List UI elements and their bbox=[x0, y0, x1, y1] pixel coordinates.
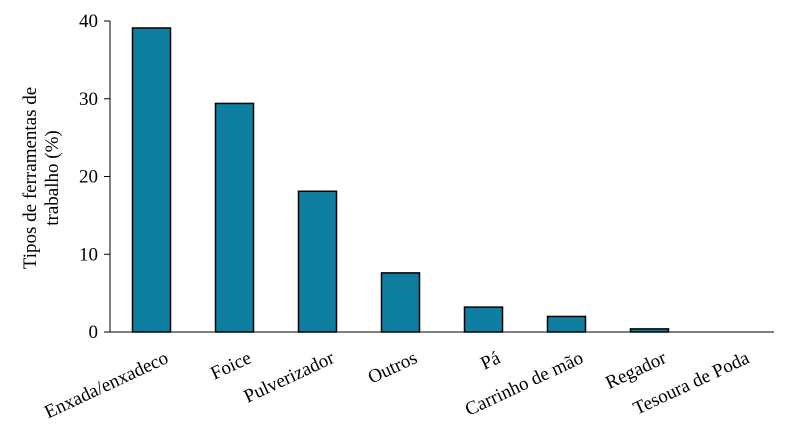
y-tick-label: 30 bbox=[79, 89, 98, 110]
y-axis-title-line-1: Tipos de ferramentas de bbox=[20, 87, 41, 269]
bars bbox=[131, 27, 670, 333]
bar bbox=[297, 190, 338, 333]
x-tick-label: Pá bbox=[478, 347, 505, 374]
y-tick-label: 40 bbox=[79, 11, 98, 32]
y-axis-title-line-2: trabalho (%) bbox=[42, 130, 63, 225]
x-tick-label: Enxada/enxadeco bbox=[41, 347, 171, 423]
y-axis-title: Tipos de ferramentas de trabalho (%) bbox=[20, 87, 63, 269]
bar bbox=[546, 315, 587, 333]
x-tick-label: Pulverizador bbox=[241, 347, 338, 407]
y-axis: 0 10 20 30 40 bbox=[79, 11, 111, 343]
y-tick-label: 0 bbox=[89, 322, 99, 343]
y-tick-label: 10 bbox=[79, 244, 98, 265]
bar bbox=[131, 27, 172, 333]
bar bbox=[463, 306, 504, 333]
x-tick-label: Foice bbox=[207, 347, 254, 384]
bar bbox=[380, 272, 421, 333]
x-tick-label: Outros bbox=[365, 347, 421, 388]
y-tick-label: 20 bbox=[79, 167, 98, 188]
bar bbox=[214, 102, 255, 333]
